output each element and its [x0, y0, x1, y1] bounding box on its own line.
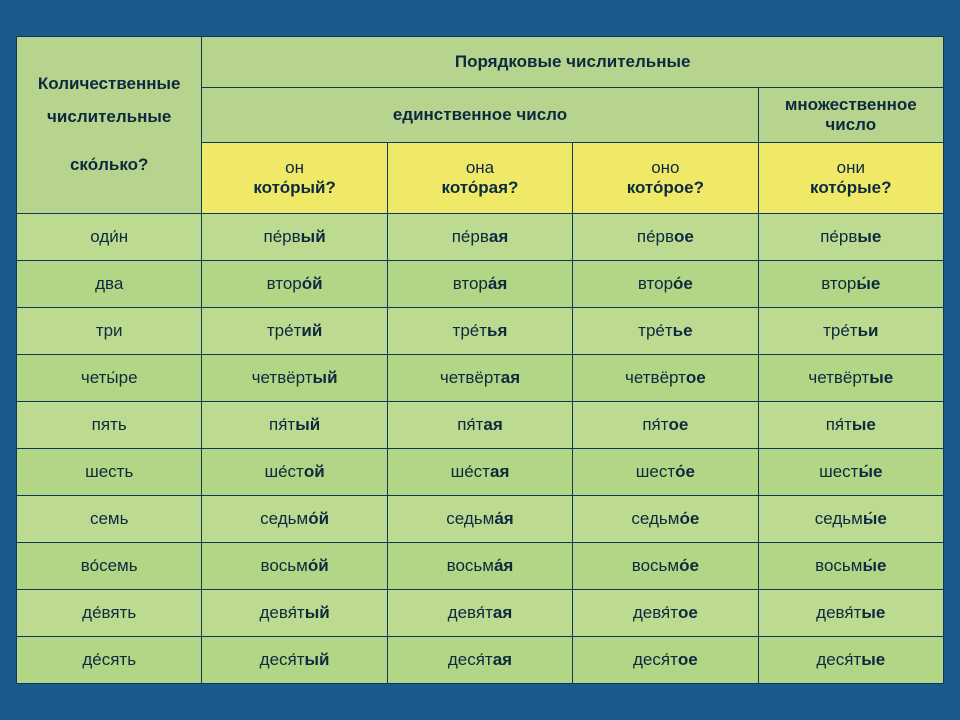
- cardinal-cell: де́вять: [17, 590, 202, 637]
- cardinal-header: Количественные числительные ско́лько?: [17, 37, 202, 214]
- table-row: тритре́тийтре́тьятре́тьетре́тьи: [17, 308, 944, 355]
- fem-cell: восьма́я: [387, 543, 572, 590]
- plur-cell: девя́тые: [758, 590, 943, 637]
- neut-cell: восьмо́е: [573, 543, 758, 590]
- neut-cell: второ́е: [573, 261, 758, 308]
- table-row: двавторо́йвтора́явторо́евторы́е: [17, 261, 944, 308]
- cardinal-cell: шесть: [17, 449, 202, 496]
- masc-cell: тре́тий: [202, 308, 387, 355]
- neut-cell: шесто́е: [573, 449, 758, 496]
- plur-cell: вторы́е: [758, 261, 943, 308]
- plural-header: множественноечисло: [758, 88, 943, 143]
- neut-cell: седьмо́е: [573, 496, 758, 543]
- neut-cell: деся́тое: [573, 637, 758, 684]
- masc-cell: четвёртый: [202, 355, 387, 402]
- neut-cell: четвёртое: [573, 355, 758, 402]
- masc-cell: деся́тый: [202, 637, 387, 684]
- fem-cell: деся́тая: [387, 637, 572, 684]
- cardinal-header-line1: Количественные: [17, 73, 201, 96]
- neut-cell: девя́тое: [573, 590, 758, 637]
- question-plur: оникото́рые?: [758, 143, 943, 214]
- table-row: четы́речетвёртыйчетвёртаячетвёртоечетвёр…: [17, 355, 944, 402]
- fem-cell: пя́тая: [387, 402, 572, 449]
- fem-cell: пе́рвая: [387, 214, 572, 261]
- neut-cell: пя́тое: [573, 402, 758, 449]
- singular-header: единственное число: [202, 88, 758, 143]
- ordinal-header: Порядковые числительные: [202, 37, 944, 88]
- masc-cell: седьмо́й: [202, 496, 387, 543]
- cardinal-question: ско́лько?: [17, 154, 201, 177]
- table-row: де́вятьдевя́тыйдевя́таядевя́тоедевя́тые: [17, 590, 944, 637]
- plur-cell: четвёртые: [758, 355, 943, 402]
- table-row: семьседьмо́йседьма́яседьмо́еседьмы́е: [17, 496, 944, 543]
- question-neut: онокото́рое?: [573, 143, 758, 214]
- cardinal-cell: пять: [17, 402, 202, 449]
- neut-cell: пе́рвое: [573, 214, 758, 261]
- cardinal-cell: семь: [17, 496, 202, 543]
- numerals-table: Количественные числительные ско́лько? По…: [16, 36, 944, 684]
- masc-cell: ше́стой: [202, 449, 387, 496]
- fem-cell: седьма́я: [387, 496, 572, 543]
- question-masc: онкото́рый?: [202, 143, 387, 214]
- table-row: оди́нпе́рвыйпе́рваяпе́рвоепе́рвые: [17, 214, 944, 261]
- plur-cell: восьмы́е: [758, 543, 943, 590]
- fem-cell: девя́тая: [387, 590, 572, 637]
- cardinal-cell: три: [17, 308, 202, 355]
- masc-cell: второ́й: [202, 261, 387, 308]
- fem-cell: втора́я: [387, 261, 572, 308]
- masc-cell: девя́тый: [202, 590, 387, 637]
- plur-cell: тре́тьи: [758, 308, 943, 355]
- plur-cell: пе́рвые: [758, 214, 943, 261]
- masc-cell: пе́рвый: [202, 214, 387, 261]
- cardinal-cell: четы́ре: [17, 355, 202, 402]
- neut-cell: тре́тье: [573, 308, 758, 355]
- cardinal-cell: два: [17, 261, 202, 308]
- plur-cell: седьмы́е: [758, 496, 943, 543]
- cardinal-cell: де́сять: [17, 637, 202, 684]
- question-fem: онакото́рая?: [387, 143, 572, 214]
- masc-cell: пя́тый: [202, 402, 387, 449]
- cardinal-cell: во́семь: [17, 543, 202, 590]
- cardinal-header-line2: числительные: [17, 106, 201, 129]
- table-row: пятьпя́тыйпя́таяпя́тоепя́тые: [17, 402, 944, 449]
- plur-cell: шесты́е: [758, 449, 943, 496]
- table-row: во́семьвосьмо́йвосьма́явосьмо́евосьмы́е: [17, 543, 944, 590]
- masc-cell: восьмо́й: [202, 543, 387, 590]
- numerals-table-frame: Количественные числительные ско́лько? По…: [16, 36, 944, 684]
- table-row: шестьше́стойше́стаяшесто́ешесты́е: [17, 449, 944, 496]
- fem-cell: ше́стая: [387, 449, 572, 496]
- table-row: де́сятьдеся́тыйдеся́таядеся́тоедеся́тые: [17, 637, 944, 684]
- cardinal-cell: оди́н: [17, 214, 202, 261]
- plur-cell: деся́тые: [758, 637, 943, 684]
- fem-cell: четвёртая: [387, 355, 572, 402]
- header-row-1: Количественные числительные ско́лько? По…: [17, 37, 944, 88]
- fem-cell: тре́тья: [387, 308, 572, 355]
- plur-cell: пя́тые: [758, 402, 943, 449]
